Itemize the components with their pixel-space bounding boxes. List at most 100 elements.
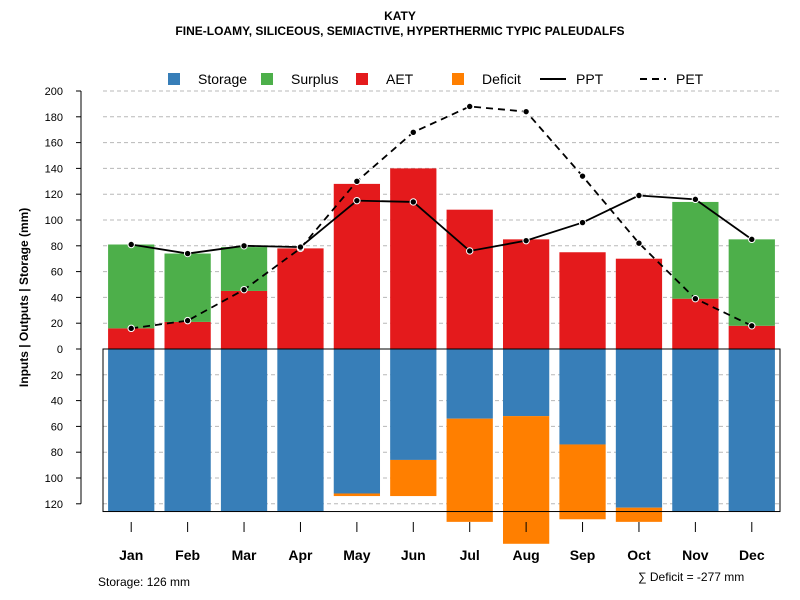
ppt-point [409, 198, 417, 206]
aet-bar [333, 183, 381, 349]
y-tick-label: 140 [45, 163, 63, 175]
storage-footnote: Storage: 126 mm [98, 575, 191, 589]
y-tick-label: 40 [51, 292, 63, 304]
surplus-bar [108, 244, 155, 329]
aet-bar [559, 252, 606, 349]
legend-label-pet: PET [676, 71, 704, 87]
surplus-bar [672, 201, 719, 299]
y-tick-label: 20 [51, 318, 63, 330]
aet-bar [390, 168, 437, 349]
deficit-bar [333, 493, 381, 497]
y-tick-label: 80 [51, 241, 63, 253]
ppt-point [748, 235, 756, 244]
pet-point [635, 239, 643, 247]
legend-label-aet: AET [386, 71, 414, 87]
ppt-point [240, 242, 248, 250]
x-tick-label: May [343, 547, 370, 563]
storage-bar [728, 349, 775, 512]
ppt-point [691, 195, 700, 204]
surplus-bar [164, 253, 211, 322]
aet-bar [220, 290, 268, 349]
y-tick-label: 100 [45, 473, 63, 485]
deficit-bar [446, 418, 493, 522]
surplus-bar [220, 247, 268, 291]
y-axis-label: Inputs | Outputs | Storage (mm) [17, 208, 31, 387]
deficit-bar [559, 444, 606, 520]
y-tick-label: 40 [51, 396, 63, 408]
x-tick-label: Mar [232, 547, 257, 563]
storage-bar [390, 349, 437, 460]
deficit-footnote: ∑ Deficit = -277 mm [638, 570, 745, 584]
ppt-point [635, 191, 643, 200]
deficit-bar [615, 507, 663, 522]
pet-point [691, 294, 700, 303]
y-tick-label: 20 [51, 370, 63, 382]
pet-point [748, 322, 756, 330]
ppt-point [522, 236, 530, 245]
ppt-point [466, 247, 474, 255]
y-tick-label: 120 [45, 499, 63, 511]
chart-title: KATY [384, 9, 416, 23]
x-tick-label: Dec [739, 547, 765, 563]
pet-point [466, 102, 474, 111]
chart-subtitle: FINE-LOAMY, SILICEOUS, SEMIACTIVE, HYPER… [175, 24, 625, 38]
x-tick-label: Jun [401, 547, 426, 563]
pet-point [578, 172, 587, 180]
aet-bar [446, 209, 493, 349]
storage-bar [446, 349, 493, 419]
storage-bar [220, 349, 268, 512]
ppt-line [131, 194, 753, 255]
storage-bar [615, 349, 663, 508]
pet-point [183, 316, 192, 325]
x-tick-label: Aug [513, 547, 540, 563]
legend-label-deficit: Deficit [482, 71, 521, 87]
storage-bar [502, 349, 550, 417]
aet-bar [728, 325, 775, 349]
x-tick-label: Nov [682, 547, 709, 563]
storage-bar [277, 349, 324, 512]
aet-bar [615, 258, 663, 349]
storage-bar [672, 349, 719, 512]
x-tick-label: Oct [627, 547, 651, 563]
y-tick-label: 180 [45, 112, 63, 124]
ppt-point [127, 240, 135, 249]
storage-bar [164, 349, 211, 512]
aet-bar [277, 248, 324, 349]
storage-capacity-box [102, 348, 781, 513]
deficit-bar [390, 459, 437, 497]
pet-line [131, 105, 753, 330]
legend-swatch-deficit [452, 73, 464, 85]
legend-label-storage: Storage [198, 71, 247, 87]
x-tick-label: Jan [119, 547, 143, 563]
storage-bar [333, 349, 381, 494]
y-tick-label: 0 [57, 344, 63, 356]
x-tick-label: Apr [288, 547, 313, 563]
pet-point [353, 177, 361, 186]
legend-swatch-surplus [261, 73, 273, 85]
x-tick-label: Sep [570, 547, 596, 563]
legend-label-surplus: Surplus [291, 71, 338, 87]
y-tick-label: 200 [45, 86, 63, 98]
ppt-point [183, 249, 192, 258]
y-tick-label: 80 [51, 447, 63, 459]
pet-point [409, 128, 417, 136]
legend-swatch-storage [168, 73, 180, 85]
aet-bar [502, 239, 550, 349]
pet-point [127, 324, 135, 333]
pet-point [522, 107, 530, 116]
y-tick-label: 120 [45, 189, 63, 201]
legend-swatch-aet [356, 73, 368, 85]
y-tick-label: 60 [51, 267, 63, 279]
y-tick-label: 100 [45, 215, 63, 227]
y-tick-label: 60 [51, 421, 63, 433]
aet-bar [672, 298, 719, 349]
storage-bar [108, 349, 155, 512]
ppt-point [296, 243, 305, 251]
ppt-point [578, 218, 587, 227]
legend-label-ppt: PPT [576, 71, 604, 87]
ppt-point [353, 196, 361, 205]
aet-bar [164, 321, 211, 349]
pet-point [240, 285, 248, 294]
x-tick-label: Jul [460, 547, 480, 563]
